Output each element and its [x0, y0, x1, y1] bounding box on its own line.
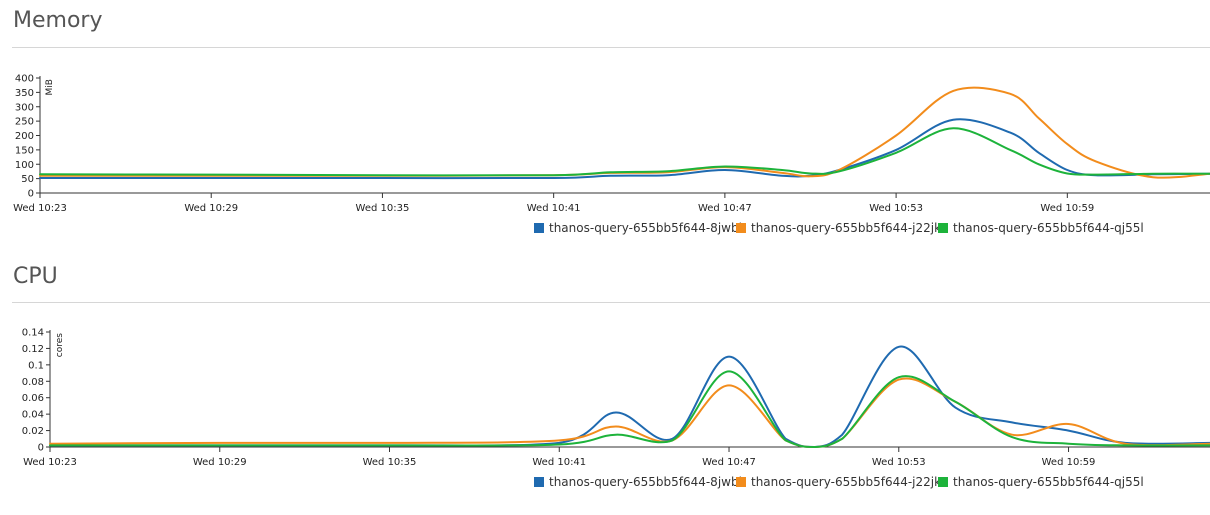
memory-x-tick-label: Wed 10:35	[356, 203, 410, 214]
memory-title: Memory	[13, 8, 103, 33]
memory-y-tick-label: 100	[15, 160, 34, 171]
cpu-series-line-2	[49, 377, 1210, 448]
memory-chart: 0 50 100 150 200 250 300 350 400 MiB Wed 10:23 Wed …	[13, 74, 1210, 235]
cpu-x-tick-label: Wed 10:59	[1042, 457, 1096, 468]
cpu-y-tick-label: 0.12	[22, 344, 44, 355]
cpu-y-tick-label: 0.08	[22, 377, 44, 388]
cpu-legend-swatch-1	[534, 477, 544, 487]
memory-y-tick-label: 0	[28, 189, 34, 200]
memory-legend-label-2: thanos-query-655bb5f644-j22jk	[751, 221, 941, 235]
memory-y-tick-label: 50	[21, 174, 34, 185]
memory-x-tick-label: Wed 10:59	[1040, 203, 1094, 214]
cpu-y-tick-label: 0.1	[28, 360, 44, 371]
memory-x-tick-label: Wed 10:53	[869, 203, 923, 214]
cpu-x-tick-label: Wed 10:29	[193, 457, 247, 468]
cpu-x-tick-label: Wed 10:41	[532, 457, 586, 468]
cpu-y-tick-label: 0.06	[22, 393, 44, 404]
cpu-legend-swatch-2	[736, 477, 746, 487]
memory-legend-swatch-1	[534, 223, 544, 233]
cpu-legend-label-2: thanos-query-655bb5f644-j22jk	[751, 475, 941, 489]
memory-series-line-3	[39, 127, 1210, 177]
memory-y-axis-label: MiB	[45, 79, 55, 95]
cpu-y-tick-label: 0.14	[22, 328, 44, 339]
memory-y-tick-label: 150	[15, 145, 34, 156]
memory-divider	[12, 47, 1210, 48]
cpu-y-tick-label: 0.04	[22, 410, 44, 421]
memory-legend-label-3: thanos-query-655bb5f644-qj55l	[953, 221, 1144, 235]
cpu-y-tick-label: 0	[38, 443, 44, 454]
cpu-x-tick-label: Wed 10:53	[872, 457, 926, 468]
cpu-title: CPU	[13, 264, 58, 289]
memory-y-tick-label: 250	[15, 117, 34, 128]
cpu-divider	[12, 302, 1210, 303]
memory-y-tick-label: 300	[15, 102, 34, 113]
memory-legend-swatch-3	[938, 223, 948, 233]
memory-legend-swatch-2	[736, 223, 746, 233]
memory-x-tick-label: Wed 10:29	[184, 203, 238, 214]
cpu-y-tick-label: 0.02	[22, 426, 44, 437]
cpu-y-axis-label: cores	[55, 333, 65, 357]
memory-x-tick-label: Wed 10:41	[527, 203, 581, 214]
cpu-x-tick-label: Wed 10:47	[702, 457, 756, 468]
cpu-legend-swatch-3	[938, 477, 948, 487]
memory-y-tick-label: 200	[15, 131, 34, 142]
memory-legend-label-1: thanos-query-655bb5f644-8jwbl	[549, 221, 742, 235]
memory-series-line-2	[39, 86, 1210, 179]
cpu-legend-label-1: thanos-query-655bb5f644-8jwbl	[549, 475, 742, 489]
cpu-series-line-3	[49, 370, 1210, 448]
memory-y-tick-label: 400	[15, 74, 34, 85]
cpu-chart: 0 0.02 0.04 0.06 0.08 0.1 0.12 0.14 cores Wed 10:…	[22, 328, 1210, 489]
memory-x-tick-label: Wed 10:23	[13, 203, 67, 214]
memory-y-tick-label: 350	[15, 88, 34, 99]
cpu-x-tick-label: Wed 10:35	[363, 457, 417, 468]
memory-series-line-1	[39, 118, 1210, 180]
cpu-legend-label-3: thanos-query-655bb5f644-qj55l	[953, 475, 1144, 489]
cpu-x-tick-label: Wed 10:23	[23, 457, 77, 468]
memory-x-tick-label: Wed 10:47	[698, 203, 752, 214]
